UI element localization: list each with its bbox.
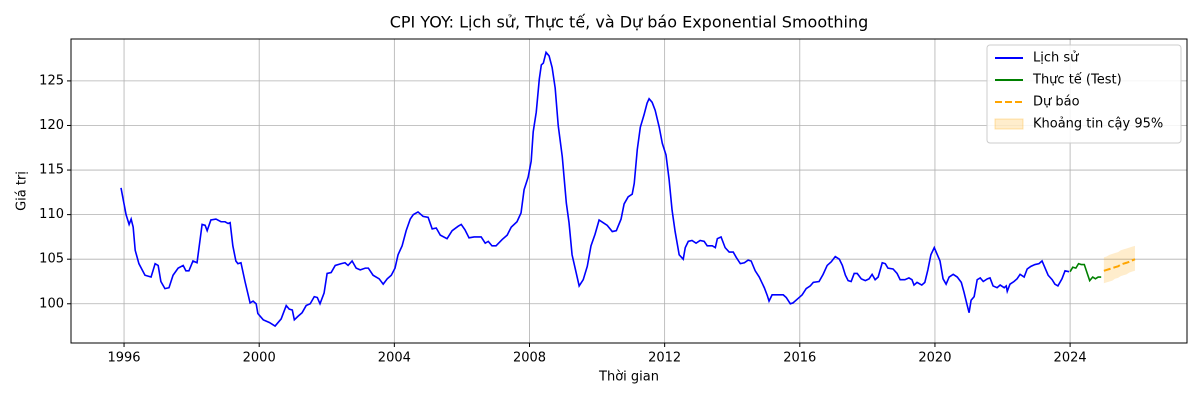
y-tick-label: 110 bbox=[39, 207, 64, 222]
y-axis-label: Giá trị bbox=[15, 171, 30, 211]
y-tick-label: 100 bbox=[39, 296, 64, 311]
chart-title: CPI YOY: Lịch sử, Thực tế, và Dự báo Exp… bbox=[390, 13, 869, 32]
series-line bbox=[120, 50, 1070, 328]
x-tick-label: 2004 bbox=[378, 351, 411, 366]
legend-box bbox=[986, 44, 1182, 144]
legend-label: Dự báo bbox=[1033, 95, 1080, 110]
x-axis-label: Thời gian bbox=[598, 370, 659, 385]
x-tick-label: 2000 bbox=[243, 351, 276, 366]
legend-label: Lịch sử bbox=[1033, 51, 1079, 66]
x-tick-label: 2016 bbox=[783, 351, 816, 366]
plot-frame bbox=[70, 38, 1188, 344]
y-tick-label: 105 bbox=[39, 252, 64, 267]
y-tick-label: 125 bbox=[39, 73, 64, 88]
series-line bbox=[1103, 258, 1136, 272]
x-tick-label: 2020 bbox=[918, 351, 951, 366]
x-tick-label: 1996 bbox=[107, 351, 140, 366]
x-tick-label: 2024 bbox=[1054, 351, 1087, 366]
legend-label: Thực tế (Test) bbox=[1032, 73, 1122, 88]
legend-label: Khoảng tin cậy 95% bbox=[1033, 117, 1163, 132]
y-tick-label: 115 bbox=[39, 163, 64, 178]
y-tick-label: 120 bbox=[39, 118, 64, 133]
series-line bbox=[1069, 262, 1102, 283]
x-tick-label: 2012 bbox=[648, 351, 681, 366]
legend-swatch bbox=[994, 118, 1024, 130]
x-tick-label: 2008 bbox=[513, 351, 546, 366]
